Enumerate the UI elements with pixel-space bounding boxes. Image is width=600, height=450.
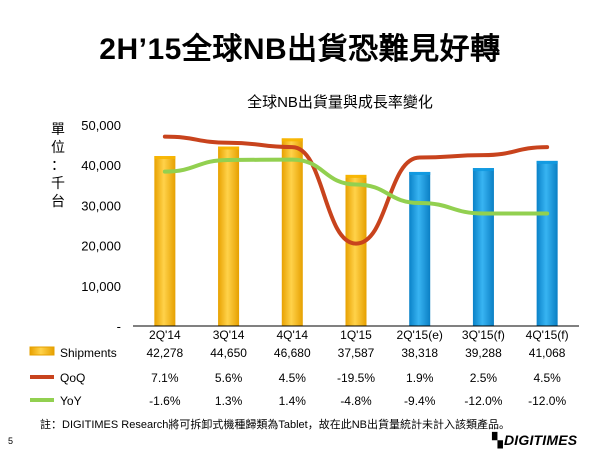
data-table-cell: 4.5% <box>533 371 561 385</box>
legend-label: Shipments <box>60 346 117 360</box>
data-table-cell: -1.6% <box>149 394 181 408</box>
data-table-cell: 42,278 <box>147 346 184 360</box>
chart-title: 全球NB出貨量與成長率變化 <box>247 94 433 111</box>
y-axis-unit-char: 位 <box>51 139 65 155</box>
x-tick-label: 4Q'15(f) <box>526 328 569 342</box>
bar <box>281 138 303 326</box>
y-tick-label: 30,000 <box>81 198 121 213</box>
bar-cap <box>281 138 303 142</box>
footnote: 註：DIGITIMES Research將可拆卸式機種歸類為Tablet，故在此… <box>40 419 510 431</box>
bar <box>409 171 431 326</box>
x-tick-label: 3Q'14 <box>213 328 245 342</box>
legend-label: YoY <box>60 394 82 408</box>
bar-cap <box>409 171 431 175</box>
data-table-cell: 37,587 <box>338 346 375 360</box>
y-axis-unit-char: ： <box>51 157 65 173</box>
data-table-cell: -12.0% <box>464 394 502 408</box>
data-table-cell: 4.5% <box>279 371 307 385</box>
data-table-cell: 5.6% <box>215 371 243 385</box>
series-line-qoq <box>162 134 550 246</box>
bar <box>472 168 494 326</box>
bar <box>345 174 367 326</box>
page-number: 5 <box>8 436 14 446</box>
y-tick-label: - <box>117 319 121 334</box>
bar <box>536 160 558 326</box>
data-table-cell: 46,680 <box>274 346 311 360</box>
data-table-cell: 41,068 <box>529 346 566 360</box>
y-axis-unit-char: 單 <box>51 121 65 137</box>
y-axis-unit-char: 台 <box>51 193 65 209</box>
data-table-cell: -12.0% <box>528 394 566 408</box>
data-table-cell: -4.8% <box>340 394 372 408</box>
bar <box>154 156 176 326</box>
y-axis-unit-char: 千 <box>51 175 65 191</box>
bar-cap <box>218 146 240 150</box>
data-table-cell: 2.5% <box>470 371 498 385</box>
bar-cap <box>154 156 176 160</box>
data-table-cell: 1.3% <box>215 394 243 408</box>
legend-label: QoQ <box>60 371 85 385</box>
x-tick-label: 3Q'15(f) <box>462 328 505 342</box>
data-table-cell: 44,650 <box>210 346 247 360</box>
digitimes-logo: ▚DIGITIMES <box>492 432 577 449</box>
y-axis-unit-label: 單位 ： 千台 <box>50 120 66 210</box>
x-tick-label: 2Q'14 <box>149 328 181 342</box>
y-tick-label: 40,000 <box>81 158 121 173</box>
data-table-cell: 38,318 <box>401 346 438 360</box>
series-line-yoy <box>162 157 550 216</box>
y-tick-label: 20,000 <box>81 239 121 254</box>
bar <box>218 146 240 326</box>
x-tick-label: 1Q'15 <box>340 328 372 342</box>
data-table-cell: 39,288 <box>465 346 502 360</box>
bar-cap <box>536 160 558 164</box>
logo-text: DIGITIMES <box>503 432 578 448</box>
bar-cap <box>472 168 494 172</box>
data-table-cell: -9.4% <box>404 394 436 408</box>
x-tick-label: 4Q'14 <box>276 328 308 342</box>
data-table-cell: 7.1% <box>151 371 179 385</box>
legend-swatch-shipments <box>29 346 55 356</box>
data-table-cell: 1.4% <box>279 394 307 408</box>
bar-cap <box>345 174 367 178</box>
logo-mark: ▚ <box>492 432 503 448</box>
slide-title: 2H’15全球NB出貨恐難見好轉 <box>99 33 501 66</box>
x-tick-label: 2Q'15(e) <box>397 328 443 342</box>
data-table-cell: -19.5% <box>337 371 375 385</box>
data-table-cell: 1.9% <box>406 371 434 385</box>
y-tick-label: 10,000 <box>81 279 121 294</box>
y-tick-label: 50,000 <box>81 118 121 133</box>
